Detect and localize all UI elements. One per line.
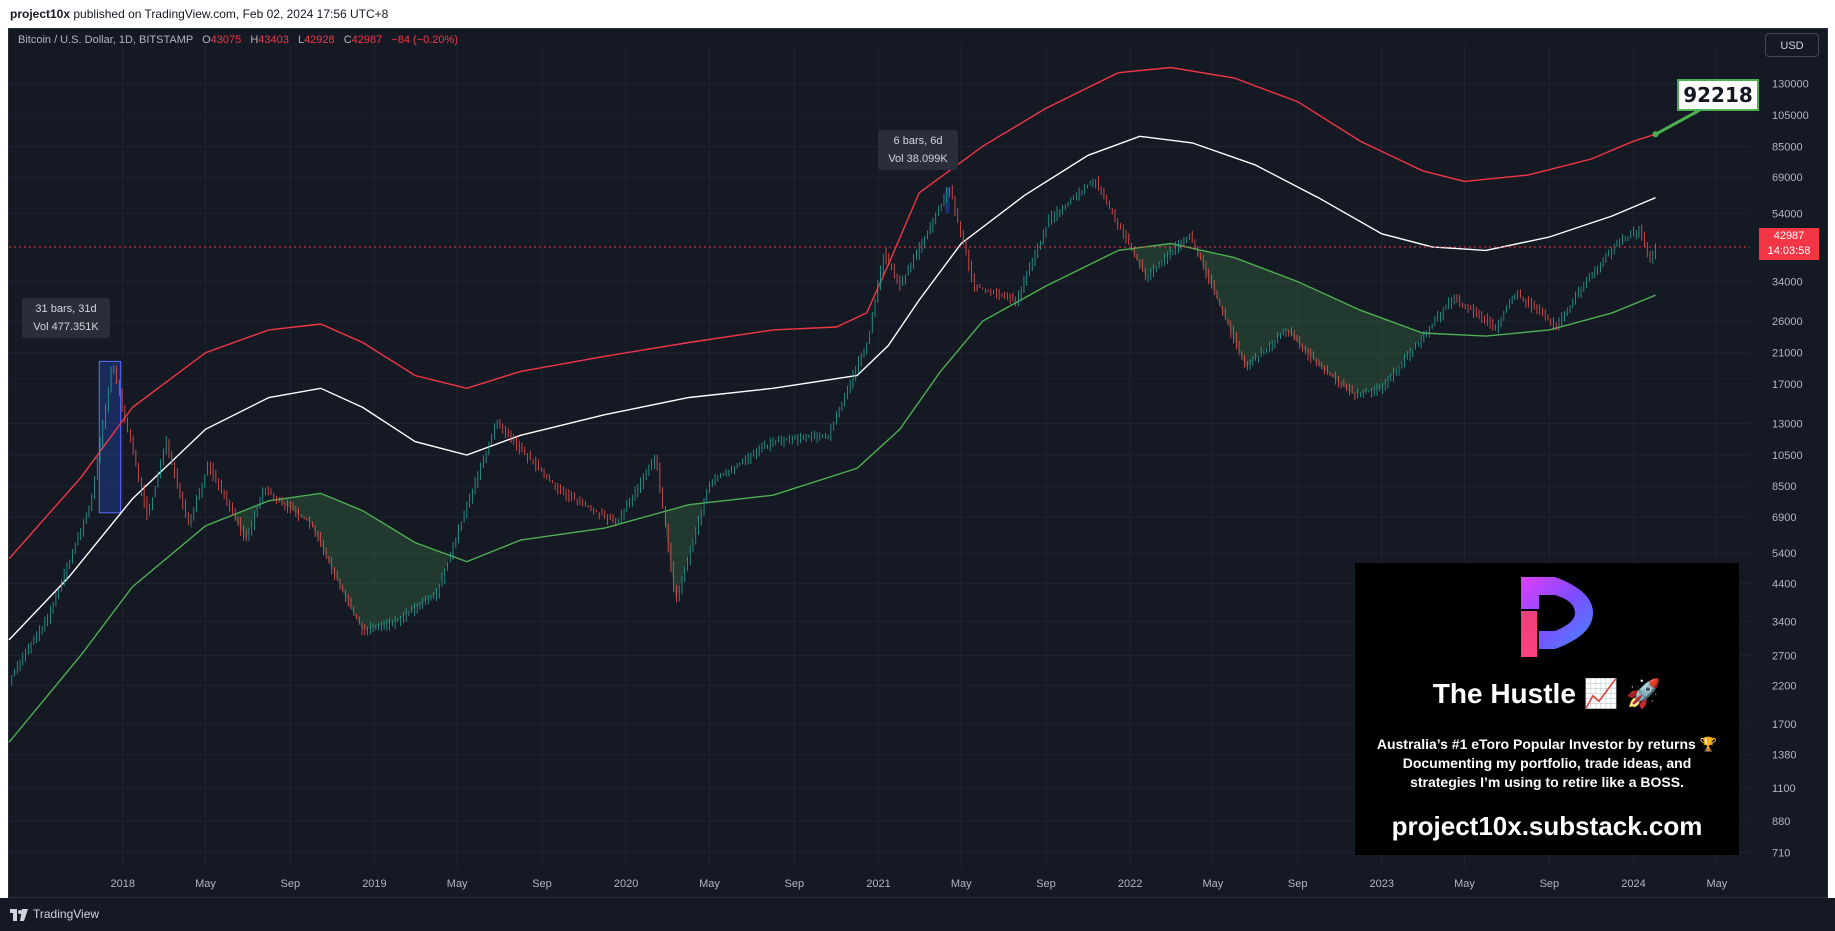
x-tick-label: May <box>1202 878 1223 890</box>
open-value: 43075 <box>210 34 242 46</box>
tooltip-volume: Vol 38.099K <box>888 153 948 165</box>
tooltip-bars: 6 bars, 6d <box>893 135 943 147</box>
publisher-name[interactable]: project10x <box>10 7 71 21</box>
last-price-tag: 42987 14:03:58 <box>1759 228 1819 260</box>
change-value: −84 (−0.20%) <box>391 34 458 46</box>
x-tick-label: Sep <box>1036 878 1056 890</box>
y-tick-label: 10500 <box>1772 450 1803 462</box>
y-tick-label: 69000 <box>1772 172 1803 184</box>
y-tick-label: 880 <box>1772 816 1790 828</box>
range-highlight-2021 <box>945 187 950 214</box>
y-tick-label: 105000 <box>1772 110 1809 122</box>
bar-countdown: 14:03:58 <box>1767 245 1811 257</box>
y-tick-label: 17000 <box>1772 379 1803 391</box>
promo-title: The Hustle 📈 🚀 <box>1432 678 1662 709</box>
y-tick-label: 6900 <box>1772 512 1796 524</box>
brand-name: TradingView <box>33 907 100 921</box>
promo-url[interactable]: project10x.substack.com <box>1391 811 1703 841</box>
callout-anchor <box>1652 131 1659 138</box>
y-tick-label: 4400 <box>1772 578 1796 590</box>
x-tick-label: Sep <box>1540 878 1560 890</box>
promo-description: Australia’s #1 eToro Popular Investor by… <box>1355 735 1739 792</box>
middle-line <box>8 135 1656 641</box>
publish-header: project10x published on TradingView.com,… <box>0 0 1835 28</box>
price-chart[interactable]: 130000 105000 85000 69000 54000 34000 26000 210… <box>0 0 1835 898</box>
promo-desc-line: Documenting my portfolio, trade ideas, a… <box>1402 755 1692 771</box>
x-tick-label: May <box>951 878 972 890</box>
symbol-title[interactable]: Bitcoin / U.S. Dollar, 1D, BITSTAMP <box>18 34 194 46</box>
lower-band-fill <box>234 505 258 539</box>
low-label: L <box>297 34 305 46</box>
x-tick-label: May <box>1454 878 1475 890</box>
x-tick-label: 2018 <box>111 878 135 890</box>
x-tick-label: Sep <box>785 878 805 890</box>
promo-desc-line: Australia’s #1 eToro Popular Investor by… <box>1376 736 1718 752</box>
lower-band-line <box>8 242 1656 743</box>
y-tick-label: 3400 <box>1772 616 1796 628</box>
x-tick-label: 2021 <box>866 878 890 890</box>
promo-desc-line: strategies I’m using to retire like a BO… <box>1410 774 1684 790</box>
footer-bar: TradingView <box>0 898 1835 931</box>
close-label: C <box>343 34 352 46</box>
symbol-legend: Bitcoin / U.S. Dollar, 1D, BITSTAMP O430… <box>18 34 458 46</box>
y-tick-label: 2200 <box>1772 681 1796 693</box>
y-tick-label: 26000 <box>1772 316 1803 328</box>
high-label: H <box>250 34 259 46</box>
publish-info: published on TradingView.com, Feb 02, 20… <box>73 7 389 21</box>
y-tick-label: 54000 <box>1772 208 1803 220</box>
target-callout: 92218 <box>1677 79 1759 111</box>
x-tick-label: 2023 <box>1370 878 1394 890</box>
x-tick-label: May <box>447 878 468 890</box>
range-tooltip-2018: 31 bars, 31d Vol 477.351K <box>22 298 110 338</box>
low-value: 42928 <box>304 34 335 46</box>
y-tick-label: 1100 <box>1772 783 1796 795</box>
y-tick-label: 34000 <box>1772 277 1803 289</box>
y-tick-label: 1700 <box>1772 719 1796 731</box>
x-tick-label: May <box>195 878 216 890</box>
x-tick-label: May <box>699 878 720 890</box>
last-price: 42987 <box>1773 230 1805 242</box>
x-tick-label: Sep <box>532 878 552 890</box>
y-tick-label: 5400 <box>1772 548 1796 560</box>
y-tick-label: 710 <box>1772 848 1790 860</box>
tradingview-brand[interactable]: TradingView <box>10 898 99 931</box>
y-tick-label: 1380 <box>1772 750 1796 762</box>
tradingview-logo-icon <box>10 908 28 921</box>
y-tick-label: 2700 <box>1772 651 1796 663</box>
x-tick-label: Sep <box>1288 878 1308 890</box>
x-tick-label: 2019 <box>362 878 386 890</box>
y-tick-label: 13000 <box>1772 418 1803 430</box>
x-tick-label: May <box>1707 878 1728 890</box>
x-tick-label: Sep <box>281 878 301 890</box>
lower-band-fill <box>277 493 450 631</box>
y-tick-label: 8500 <box>1772 481 1796 493</box>
hustle-logo-icon <box>1521 577 1593 657</box>
range-tooltip-2021: 6 bars, 6d Vol 38.099K <box>878 130 958 170</box>
y-tick-label: 85000 <box>1772 141 1803 153</box>
lower-band-fill <box>1132 243 1178 277</box>
callout-pointer <box>1654 108 1701 136</box>
open-label: O <box>202 34 211 46</box>
x-tick-label: 2022 <box>1118 878 1142 890</box>
tooltip-bars: 31 bars, 31d <box>35 303 97 315</box>
close-value: 42987 <box>351 34 383 46</box>
x-tick-label: 2024 <box>1621 878 1645 890</box>
lower-band-fill <box>664 503 702 597</box>
high-value: 43403 <box>258 34 289 46</box>
y-tick-label: 21000 <box>1772 348 1803 360</box>
y-tick-label: 130000 <box>1772 79 1809 91</box>
x-tick-label: 2020 <box>614 878 638 890</box>
tooltip-volume: Vol 477.351K <box>33 321 99 333</box>
upper-band-line <box>8 66 1656 560</box>
currency-button[interactable]: USD <box>1765 33 1819 57</box>
promo-banner: The Hustle 📈 🚀 Australia’s #1 eToro Popu… <box>1355 563 1739 855</box>
